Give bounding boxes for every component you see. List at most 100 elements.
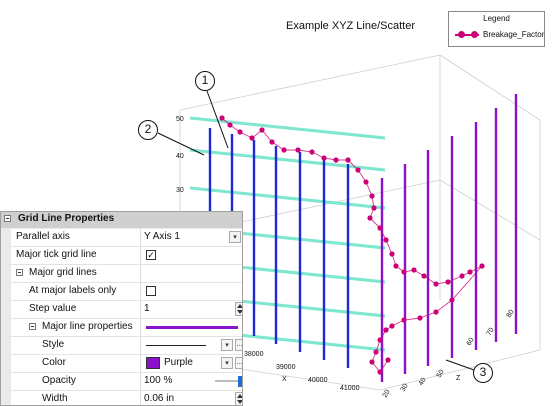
y-grid-line — [189, 148, 386, 172]
series-point — [333, 157, 339, 163]
series-point — [433, 309, 439, 315]
series-point — [249, 135, 255, 141]
width-spinner[interactable] — [235, 392, 242, 405]
step-value-label: Step value — [29, 303, 77, 314]
series-point — [377, 225, 383, 231]
legend-title: Legend — [483, 14, 510, 23]
series-point — [401, 317, 407, 323]
z-tick-label: 60 — [466, 337, 476, 347]
series-point — [227, 122, 233, 128]
row-major-labels-only: At major labels only — [11, 283, 242, 301]
series-point — [377, 337, 383, 343]
opacity-slider-thumb[interactable] — [238, 376, 242, 387]
step-value-input[interactable]: 1 — [140, 301, 242, 318]
series-point — [309, 149, 315, 155]
x-axis-label: X — [282, 376, 287, 383]
series-point — [421, 273, 427, 279]
legend-marker — [471, 31, 478, 38]
panel-header[interactable]: Grid Line Properties — [1, 212, 242, 228]
series-point — [363, 179, 369, 185]
callout-3-leader — [445, 359, 475, 371]
z-tick-label: 50 — [436, 369, 446, 379]
opacity-control[interactable]: 100 % — [140, 373, 242, 390]
opacity-slider-track[interactable] — [215, 380, 241, 382]
collapse-icon[interactable] — [16, 269, 23, 276]
series-point — [479, 263, 485, 269]
series-point — [383, 237, 389, 243]
opacity-value: 100 % — [144, 375, 173, 386]
step-value-spinner[interactable] — [235, 302, 242, 316]
frame-line — [439, 179, 541, 241]
color-select[interactable]: Purple ▾ ... — [140, 355, 242, 372]
series-point — [383, 327, 389, 333]
solid-line-style-icon — [146, 345, 206, 346]
width-input[interactable]: 0.06 in — [140, 391, 242, 405]
major-labels-only-checkbox[interactable] — [146, 286, 156, 296]
color-label: Color — [42, 357, 66, 368]
callout-1: 1 — [195, 71, 215, 91]
series-point — [401, 269, 407, 275]
row-major-grid-lines: Major grid lines — [11, 265, 242, 283]
panel-title: Grid Line Properties — [18, 213, 115, 224]
z-tick-label: 70 — [486, 327, 496, 337]
x-tick-label: 38000 — [244, 351, 264, 358]
legend-series-label: Breakage_Factor — [483, 30, 545, 39]
major-tick-checkbox[interactable]: ✓ — [146, 250, 156, 260]
chevron-down-icon[interactable]: ▾ — [229, 231, 241, 243]
row-color: Color Purple ▾ ... — [11, 355, 242, 373]
color-swatch — [146, 357, 160, 369]
collapse-icon[interactable] — [4, 215, 11, 222]
line-preview-swatch — [146, 326, 238, 329]
row-major-tick: Major tick grid line ✓ — [11, 247, 242, 265]
y-tick-label: 30 — [176, 187, 184, 194]
step-value-text: 1 — [144, 303, 150, 314]
z-tick-label: 30 — [400, 383, 410, 393]
series-point — [259, 127, 265, 133]
major-line-properties-label: Major line properties — [42, 321, 133, 332]
z-axis-label: Z — [456, 375, 461, 382]
x-tick-label: 40000 — [308, 377, 328, 384]
grid-line-properties-panel: Grid Line Properties Parallel axis Y Axi… — [0, 211, 243, 406]
opacity-label: Opacity — [42, 375, 76, 386]
series-point — [237, 129, 243, 135]
z-tick-label: 80 — [506, 309, 516, 319]
frame-line — [179, 54, 441, 111]
callout-3: 3 — [473, 363, 493, 383]
major-grid-lines-value — [140, 265, 242, 282]
y-tick-label: 40 — [176, 153, 184, 160]
chevron-down-icon[interactable]: ▾ — [221, 339, 233, 351]
legend-box[interactable]: Legend Breakage_Factor — [448, 11, 545, 47]
major-tick-grid-line-label: Major tick grid line — [16, 249, 97, 260]
more-options-button[interactable]: ... — [235, 357, 242, 369]
series-point — [389, 251, 395, 257]
series-point — [219, 115, 225, 121]
row-opacity: Opacity 100 % — [11, 373, 242, 391]
row-style: Style ▾ ... — [11, 337, 242, 355]
series-point — [389, 323, 395, 329]
series-point — [459, 273, 465, 279]
callout-2-leader — [157, 132, 205, 156]
breakage-factor-series — [219, 115, 485, 375]
series-point — [433, 281, 439, 287]
style-label: Style — [42, 339, 65, 350]
z-tick-label: 20 — [382, 389, 392, 399]
legend-marker — [458, 31, 465, 38]
y-grid-line — [189, 186, 386, 210]
x-tick-label: 39000 — [276, 364, 296, 371]
series-point — [371, 205, 377, 211]
z-tick-label: 40 — [418, 377, 428, 387]
row-width: Width 0.06 in — [11, 391, 242, 405]
series-point — [385, 357, 391, 363]
style-select[interactable]: ▾ ... — [140, 337, 242, 354]
plot-title: Example XYZ Line/Scatter — [286, 20, 416, 32]
major-labels-only-label: At major labels only — [29, 285, 117, 296]
series-point — [417, 315, 423, 321]
more-options-button[interactable]: ... — [235, 339, 242, 351]
collapse-icon[interactable] — [29, 323, 36, 330]
chevron-down-icon[interactable]: ▾ — [221, 357, 233, 369]
series-point — [373, 349, 379, 355]
series-point — [321, 155, 327, 161]
width-value: 0.06 in — [144, 393, 175, 404]
parallel-axis-select[interactable]: Y Axis 1 ▾ — [140, 229, 242, 246]
parallel-axis-label: Parallel axis — [16, 231, 70, 242]
